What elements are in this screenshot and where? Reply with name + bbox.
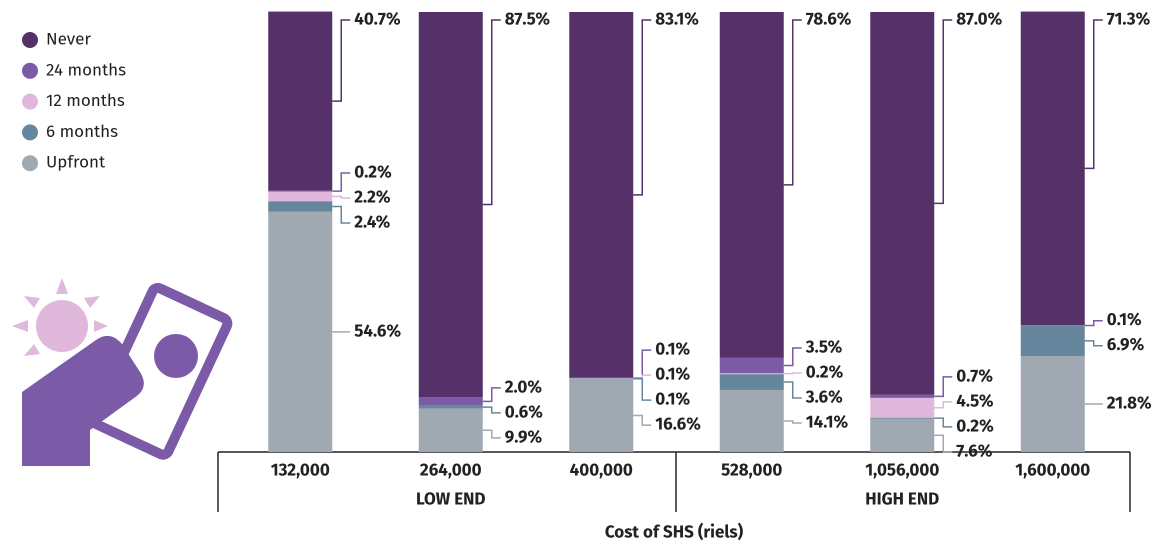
bar-segment: [569, 378, 634, 452]
label-connector: [783, 19, 802, 186]
label-connector: [934, 19, 953, 205]
legend-label: Never: [46, 28, 91, 49]
value-label: 16.6%: [655, 414, 701, 435]
legend-label: 6 months: [46, 121, 118, 142]
label-connector: [633, 349, 652, 379]
value-label: 40.7%: [354, 9, 401, 30]
bar-segment: [1020, 11, 1085, 326]
label-connector: [1084, 319, 1103, 327]
value-label: 6.9%: [1107, 334, 1145, 355]
label-connector: [934, 434, 953, 453]
label-connector: [482, 429, 501, 439]
bar-segment: [719, 12, 784, 358]
value-label: 0.2%: [956, 415, 994, 436]
label-connector: [633, 374, 652, 380]
x-tick-label: 132,000: [271, 460, 330, 481]
label-connector: [783, 347, 802, 367]
value-label: 0.1%: [655, 339, 690, 360]
legend-swatch: [22, 93, 38, 110]
label-connector: [934, 401, 953, 409]
value-label: 7.6%: [956, 440, 992, 461]
label-connector: [633, 414, 652, 426]
value-label: 83.1%: [655, 9, 699, 30]
legend-label: Upfront: [46, 152, 106, 173]
label-connector: [633, 19, 652, 196]
bar-segment: [1020, 325, 1085, 357]
value-label: 14.1%: [806, 412, 849, 433]
legend-label: 24 months: [46, 59, 126, 80]
label-connector: [332, 172, 351, 192]
label-connector: [332, 195, 351, 199]
value-label: 0.1%: [655, 364, 690, 385]
label-connector: [633, 377, 652, 401]
value-label: 78.6%: [806, 9, 852, 30]
bar-segment: [418, 12, 483, 397]
value-label: 0.2%: [806, 362, 844, 383]
legend-swatch: [22, 62, 38, 79]
x-tick-label: 400,000: [570, 460, 633, 481]
label-connector: [1084, 19, 1103, 170]
label-connector: [482, 19, 501, 206]
bar-segment: [268, 190, 333, 192]
label-connector: [482, 387, 501, 403]
bar-segment: [268, 191, 333, 202]
value-label: 54.6%: [354, 320, 401, 341]
label-connector: [783, 420, 802, 424]
bar-segment: [719, 389, 784, 452]
group-label: HIGH END: [865, 489, 939, 510]
value-label: 0.1%: [655, 389, 690, 410]
value-label: 4.5%: [956, 390, 994, 411]
legend-swatch: [22, 124, 38, 141]
legend-swatch: [22, 32, 38, 48]
bar-segment: [870, 418, 935, 452]
value-label: 87.5%: [505, 9, 551, 30]
value-label: 0.2%: [354, 161, 392, 182]
bar-segment: [268, 211, 333, 452]
bar-segment: [569, 12, 634, 378]
value-label: 87.0%: [956, 9, 1002, 30]
value-label: 0.1%: [1107, 309, 1142, 330]
bar-segment: [418, 397, 483, 406]
bar-segment: [418, 405, 483, 409]
bar-segment: [418, 408, 483, 452]
bar-segment: [719, 373, 784, 375]
legend-swatch: [22, 155, 38, 172]
bar-segment: [1020, 356, 1085, 452]
value-label: 21.8%: [1107, 393, 1152, 414]
label-connector: [332, 19, 351, 102]
bar-segment: [870, 394, 935, 398]
bar-segment: [870, 12, 935, 395]
icon: [12, 278, 233, 466]
label-connector: [332, 205, 351, 224]
bar-segment: [870, 397, 935, 418]
bar-segment: [268, 11, 333, 191]
bar-segment: [870, 417, 935, 419]
value-label: 3.5%: [805, 337, 843, 358]
x-tick-label: 1,056,000: [865, 460, 939, 481]
x-tick-label: 528,000: [721, 460, 782, 481]
value-label: 71.3%: [1107, 9, 1151, 30]
label-connector: [783, 372, 802, 375]
x-tick-label: 1,600,000: [1015, 460, 1090, 481]
x-axis-title: Cost of SHS (riels): [605, 522, 744, 543]
label-connector: [783, 381, 802, 399]
value-label: 2.4%: [354, 211, 390, 232]
bar-segment: [719, 374, 784, 390]
label-connector: [482, 406, 501, 414]
value-label: 2.2%: [354, 186, 391, 207]
value-label: 0.6%: [505, 401, 543, 422]
group-label: LOW END: [416, 489, 485, 510]
bar-segment: [268, 201, 333, 212]
value-label: 2.0%: [505, 376, 543, 397]
value-label: 9.9%: [505, 426, 543, 447]
value-label: 0.7%: [956, 365, 993, 386]
x-tick-label: 264,000: [420, 460, 482, 481]
label-connector: [1084, 340, 1103, 347]
label-connector: [934, 376, 953, 398]
legend-label: 12 months: [46, 90, 125, 111]
label-connector: [934, 417, 953, 428]
bar-segment: [719, 357, 784, 374]
value-label: 3.6%: [805, 387, 843, 408]
